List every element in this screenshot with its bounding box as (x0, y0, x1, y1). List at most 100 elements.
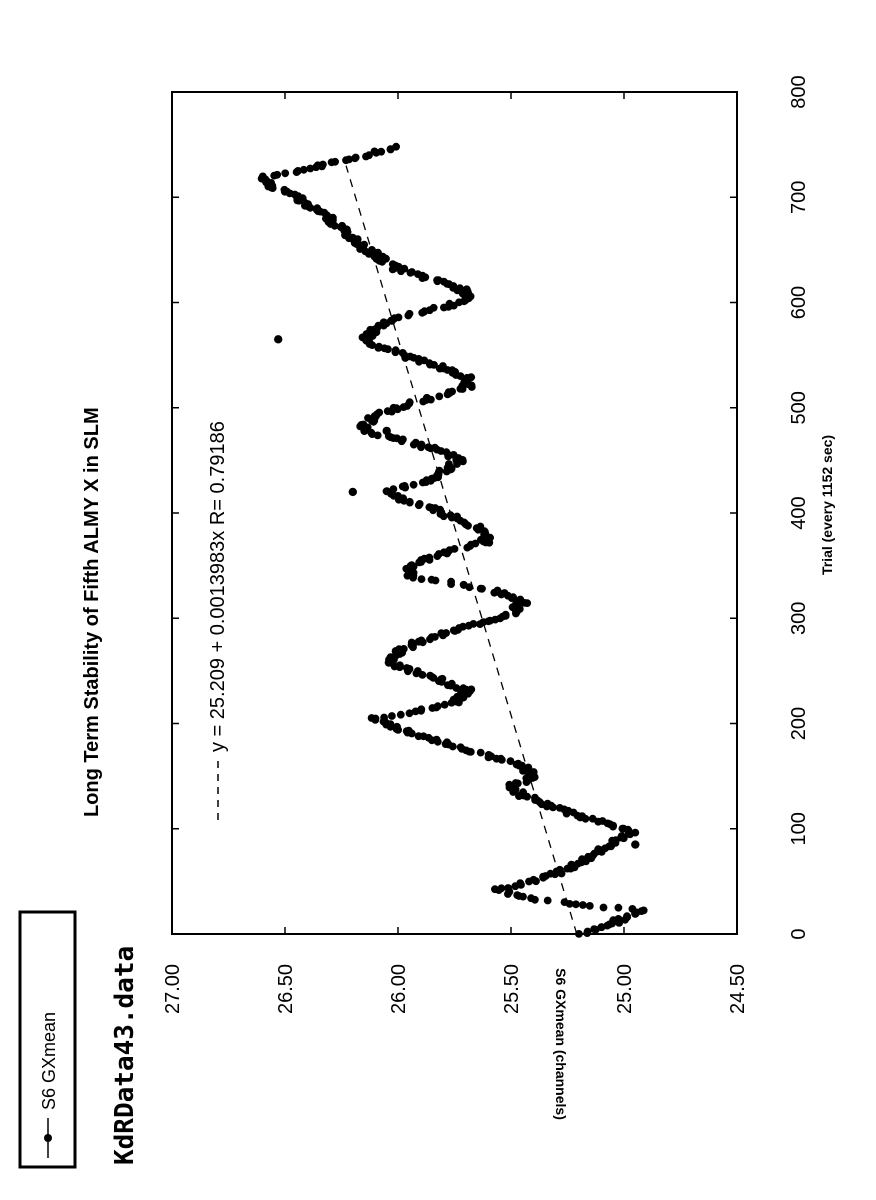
data-point (281, 169, 290, 178)
data-point (443, 738, 451, 747)
data-point (345, 155, 353, 164)
y-tick-label: 27.00 (162, 964, 184, 1014)
data-point (579, 901, 587, 909)
data-point (500, 589, 509, 597)
data-point (368, 246, 376, 254)
data-point (628, 905, 637, 913)
data-point (407, 561, 416, 569)
data-point (442, 629, 450, 637)
data-point (572, 900, 580, 909)
data-point (425, 503, 434, 512)
data-point (578, 855, 586, 864)
data-point-outlier (382, 426, 391, 436)
x-tick-label: 500 (788, 391, 810, 424)
data-point (631, 828, 640, 837)
y-axis-label: S6 GXmean (channels) (553, 968, 569, 1120)
data-point (399, 435, 407, 444)
data-points (257, 142, 648, 938)
data-point (396, 710, 405, 719)
data-point (467, 373, 476, 382)
data-point (383, 407, 392, 415)
data-point (398, 349, 407, 357)
plot-frame (171, 91, 738, 935)
data-point (408, 268, 416, 276)
data-point (364, 414, 372, 422)
data-point (597, 923, 606, 931)
data-point (377, 147, 386, 156)
data-point (433, 702, 442, 711)
data-point (594, 845, 603, 854)
data-point (427, 575, 436, 584)
x-tick-label: 300 (788, 602, 810, 635)
data-point (415, 500, 424, 508)
x-tick-label: 200 (788, 707, 810, 740)
x-tick-label: 700 (788, 181, 810, 214)
data-point (529, 875, 538, 884)
data-point (435, 392, 444, 401)
data-point (469, 620, 478, 628)
fit-legend: y = 25.209 + 0.0013983x R= 0.79186 (207, 421, 229, 820)
data-point (351, 153, 360, 162)
data-point-outlier (348, 487, 357, 497)
data-point (560, 898, 569, 906)
data-point (405, 398, 414, 407)
data-point (294, 167, 302, 175)
data-point (399, 645, 408, 653)
data-point (427, 633, 436, 641)
data-point (375, 342, 383, 351)
data-point (543, 896, 552, 905)
y-tick-label: 25.50 (501, 964, 523, 1014)
data-point (478, 584, 486, 593)
data-point (392, 142, 400, 151)
data-point (379, 318, 388, 327)
data-point (514, 759, 523, 768)
y-tick-label: 26.00 (388, 964, 410, 1014)
data-point (438, 674, 447, 683)
data-point (426, 671, 434, 680)
x-axis: 0 100 200 300 400 500 600 700 800 (172, 75, 810, 940)
y-axis: 24.50 25.00 25.50 26.00 26.50 27.00 (162, 92, 749, 1014)
data-point (546, 869, 555, 878)
data-point (375, 408, 384, 417)
data-point (511, 779, 520, 787)
data-point (614, 903, 623, 912)
fit-line-group (345, 165, 578, 935)
data-point (319, 160, 327, 169)
data-point (459, 622, 467, 631)
data-point (585, 902, 594, 910)
data-point (491, 885, 499, 894)
data-point (575, 930, 583, 938)
data-point (422, 476, 431, 484)
data-point (409, 480, 418, 489)
data-point (394, 313, 403, 322)
data-point (531, 793, 539, 802)
data-point (360, 240, 369, 249)
data-point (453, 512, 461, 521)
data-point (513, 891, 522, 899)
data-point (524, 763, 533, 772)
data-point (371, 714, 380, 723)
data-point-outlier (631, 840, 640, 849)
data-point (519, 788, 527, 797)
data-point (516, 879, 525, 887)
data-point (456, 284, 464, 293)
data-point (484, 751, 493, 759)
data-point (435, 466, 444, 475)
data-point (389, 403, 398, 412)
data-point (456, 743, 465, 752)
data-point (493, 586, 502, 595)
data-point (476, 748, 485, 757)
legend-series-marker (44, 1134, 52, 1142)
data-point (338, 221, 346, 230)
data-point (623, 912, 631, 921)
data-point (258, 172, 267, 181)
data-point (331, 157, 339, 166)
data-point (433, 276, 441, 284)
data-point (588, 814, 597, 823)
data-point (446, 511, 455, 520)
data-point (590, 925, 598, 933)
y-tick-label: 25.00 (614, 964, 636, 1014)
x-tick-label: 800 (788, 75, 810, 108)
y-tick-label: 26.50 (275, 964, 297, 1014)
data-point (396, 661, 404, 670)
